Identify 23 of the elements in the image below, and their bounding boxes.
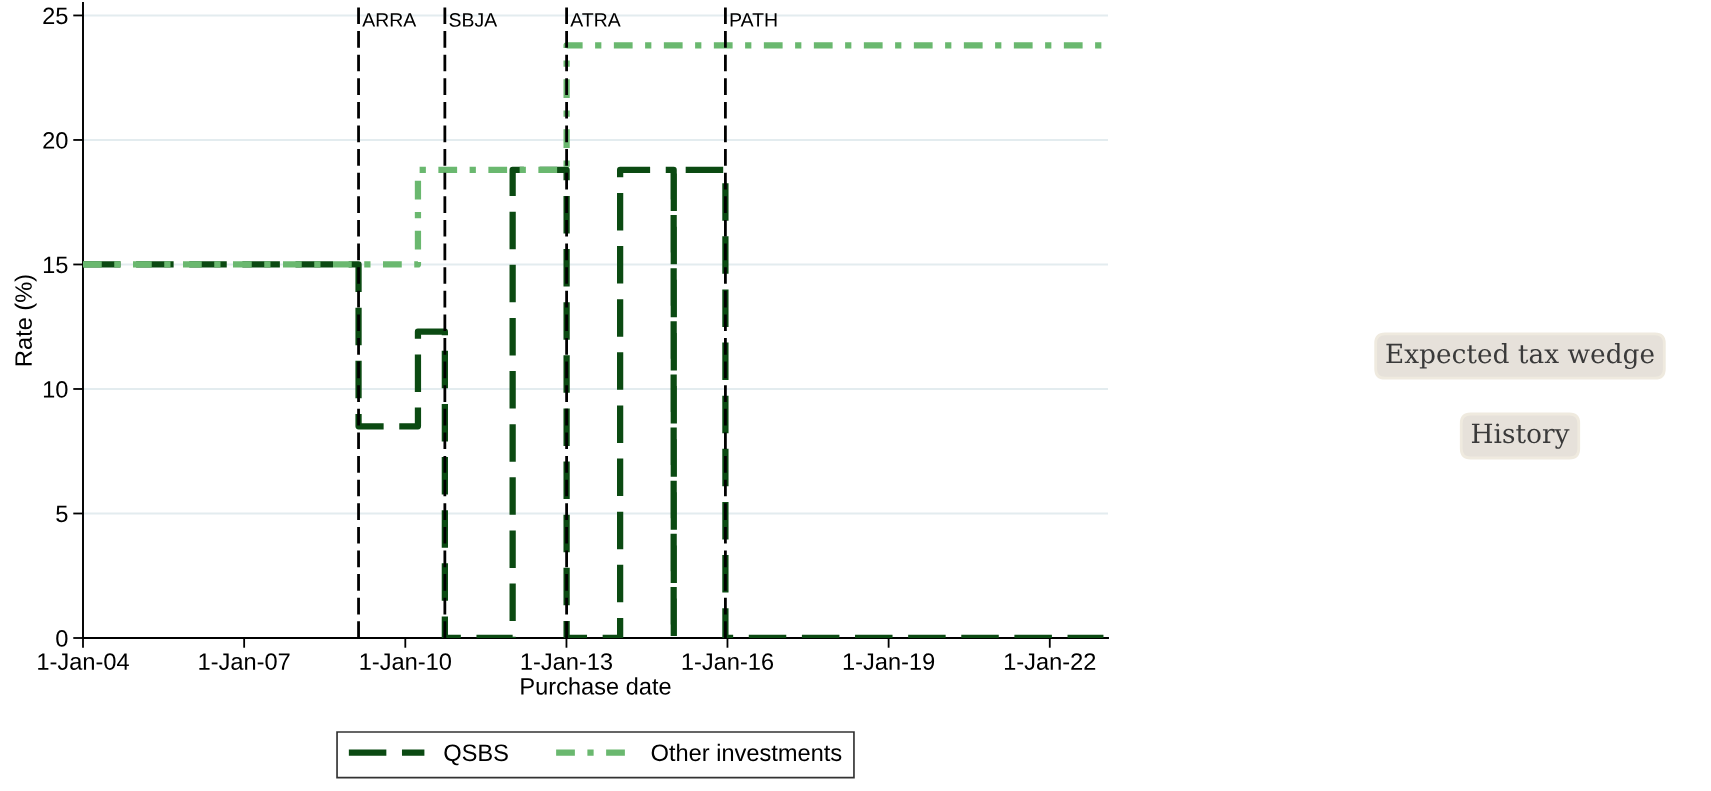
ref-line-label: ATRA [570, 13, 621, 27]
y-tick-label: 25 [43, 7, 68, 25]
ref-line-label: PATH [730, 13, 777, 27]
x-tick-label: 1-Jan-13 [521, 653, 613, 670]
x-tick-label: 1-Jan-04 [38, 653, 129, 670]
y-tick-label: 15 [43, 256, 68, 274]
x-tick-label: 1-Jan-19 [843, 653, 935, 670]
x-tick-label: 1-Jan-16 [682, 653, 774, 670]
y-tick-label: 5 [56, 505, 68, 523]
x-tick-label: 1-Jan-22 [1004, 653, 1096, 670]
text: History [1471, 423, 1570, 449]
x-tick-label: 1-Jan-10 [360, 653, 451, 670]
text: Expected tax wedge [1386, 343, 1654, 369]
x-tick-label: 1-Jan-07 [199, 653, 290, 670]
y-tick-label: 20 [43, 132, 68, 149]
y-tick-label: 0 [56, 630, 68, 647]
ref-line-label: SBJA [449, 13, 498, 27]
y-tick-label: 10 [43, 381, 68, 398]
legend-label: Other investments [651, 743, 842, 762]
ref-line-label: ARRA [362, 13, 417, 27]
y-axis-title: Rate (%) [14, 275, 37, 366]
x-axis-title: Purchase date [521, 677, 671, 695]
legend-label: QSBS [444, 744, 508, 766]
